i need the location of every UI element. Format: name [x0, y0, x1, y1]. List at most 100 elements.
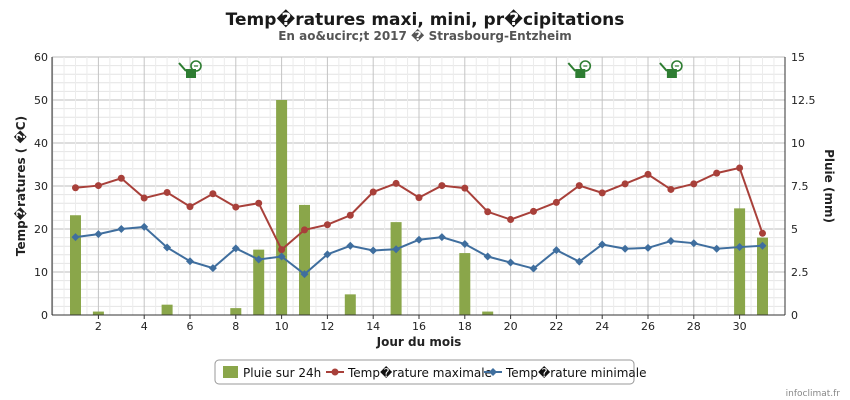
data-point[interactable]	[621, 244, 630, 253]
data-point[interactable]	[690, 180, 698, 188]
data-point[interactable]	[186, 257, 194, 266]
x-tick-label: 12	[320, 320, 334, 333]
rain-bar[interactable]	[482, 311, 494, 315]
data-point[interactable]	[712, 244, 721, 253]
data-point[interactable]	[437, 233, 446, 242]
x-tick-label: 18	[458, 320, 472, 333]
data-point[interactable]	[392, 179, 400, 187]
legend-label-max[interactable]: Temp�rature maximale	[347, 366, 492, 380]
y-tick-label-left: 30	[34, 180, 48, 193]
data-point[interactable]	[461, 184, 469, 192]
y-axis-label-left: Temp�ratures ( �C)	[13, 116, 28, 256]
watering-icons	[178, 60, 683, 78]
rain-bar[interactable]	[70, 215, 81, 315]
data-point[interactable]	[232, 203, 240, 211]
data-point[interactable]	[713, 169, 721, 177]
legend-marker-max	[331, 368, 339, 376]
data-point[interactable]	[94, 182, 102, 190]
data-point[interactable]	[575, 182, 583, 190]
data-point[interactable]	[621, 180, 629, 188]
rain-bar[interactable]	[734, 208, 746, 315]
x-tick-label: 10	[275, 320, 289, 333]
data-point[interactable]	[667, 185, 675, 193]
data-point[interactable]	[346, 211, 354, 219]
data-point[interactable]	[460, 240, 469, 249]
y-tick-label-left: 20	[34, 223, 48, 236]
rain-bar[interactable]	[161, 304, 173, 315]
data-point[interactable]	[163, 243, 172, 252]
chart-title: Temp�ratures maxi, mini, pr�cipitations	[226, 9, 625, 30]
data-point[interactable]	[208, 264, 217, 273]
data-point[interactable]	[758, 241, 767, 250]
data-point[interactable]	[94, 230, 103, 239]
data-point[interactable]	[277, 252, 286, 261]
data-point[interactable]	[552, 198, 560, 206]
data-point[interactable]	[323, 221, 331, 229]
y-tick-label-right: 5	[791, 223, 798, 236]
data-point[interactable]	[186, 203, 194, 211]
data-point[interactable]	[644, 170, 652, 178]
data-point[interactable]	[759, 229, 766, 237]
data-point[interactable]	[415, 235, 423, 244]
y-tick-label-left: 50	[34, 94, 48, 107]
x-tick-label: 22	[549, 320, 563, 333]
rain-bar[interactable]	[92, 311, 104, 315]
data-point[interactable]	[392, 245, 401, 254]
rain-bar[interactable]	[230, 308, 242, 315]
data-point[interactable]	[300, 270, 309, 279]
data-point[interactable]	[255, 199, 263, 207]
x-axis-label: Jour du mois	[376, 335, 462, 349]
x-tick-label: 26	[641, 320, 655, 333]
data-point[interactable]	[231, 244, 240, 253]
tick-labels: 2 4 6 8 10 12 14 16 18 20 22 24 26 28 3001020304050600…	[34, 51, 816, 333]
legend-label-min[interactable]: Temp�rature minimale	[505, 366, 646, 380]
rain-bar[interactable]	[253, 249, 265, 315]
y-tick-label-left: 60	[34, 51, 48, 64]
data-point[interactable]	[72, 184, 79, 192]
data-point[interactable]	[644, 243, 652, 252]
data-point[interactable]	[506, 258, 515, 267]
data-point[interactable]	[575, 257, 584, 266]
data-point[interactable]	[483, 252, 492, 261]
x-tick-label: 30	[733, 320, 747, 333]
legend-label-rain[interactable]: Pluie sur 24h	[243, 366, 321, 380]
data-point[interactable]	[254, 255, 263, 264]
data-point[interactable]	[140, 222, 149, 231]
rain-bar[interactable]	[344, 294, 356, 315]
data-point[interactable]	[323, 250, 332, 259]
data-point[interactable]	[209, 190, 217, 198]
rain-bar[interactable]	[390, 222, 402, 315]
data-point[interactable]	[735, 243, 744, 252]
data-point[interactable]	[117, 174, 125, 182]
data-point[interactable]	[529, 264, 538, 273]
y-tick-label-left: 0	[41, 309, 48, 322]
data-point[interactable]	[369, 188, 377, 196]
rain-bar[interactable]	[276, 100, 288, 315]
data-point[interactable]	[598, 189, 606, 197]
data-point[interactable]	[117, 225, 126, 233]
data-point[interactable]	[346, 241, 355, 250]
rain-bar[interactable]	[459, 253, 471, 315]
data-point[interactable]	[140, 194, 148, 202]
data-point[interactable]	[507, 216, 515, 224]
data-point[interactable]	[689, 239, 698, 248]
data-point[interactable]	[736, 164, 744, 172]
data-point[interactable]	[598, 240, 607, 249]
data-point[interactable]	[438, 182, 446, 190]
grid	[52, 56, 785, 316]
rain-bar[interactable]	[757, 237, 768, 315]
data-point[interactable]	[163, 188, 171, 196]
rain-bar[interactable]	[299, 204, 310, 315]
legend: Pluie sur 24h Temp�rature maximale Temp�…	[214, 359, 646, 385]
data-point[interactable]	[415, 194, 423, 202]
data-point[interactable]	[552, 246, 561, 255]
data-point[interactable]	[484, 208, 492, 216]
data-point[interactable]	[71, 233, 80, 242]
data-point[interactable]	[666, 237, 675, 246]
data-point[interactable]	[530, 207, 537, 215]
data-point[interactable]	[301, 226, 308, 234]
y-tick-label-right: 10	[791, 137, 805, 150]
data-point[interactable]	[278, 246, 286, 254]
data-point[interactable]	[369, 246, 378, 255]
